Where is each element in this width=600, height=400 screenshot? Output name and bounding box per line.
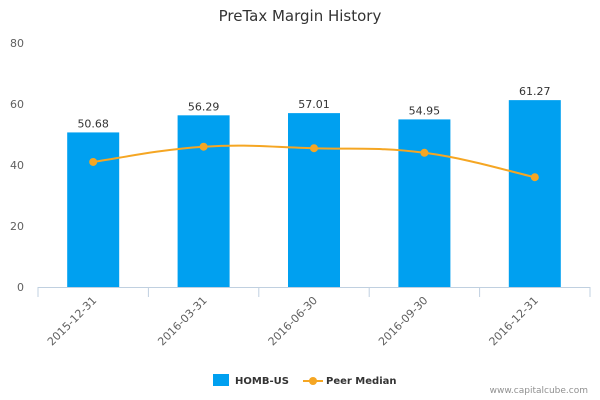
y-axis: 0 20 40 60 80 (10, 37, 24, 294)
legend-marker-peer (309, 377, 317, 385)
bar-data-label: 61.27 (519, 85, 551, 98)
line-series (89, 142, 539, 182)
bar[interactable] (67, 132, 120, 287)
x-tick-label: 2016-09-30 (376, 294, 430, 348)
bar[interactable] (177, 115, 230, 288)
bar-data-label: 56.29 (188, 100, 220, 113)
legend-label-peer[interactable]: Peer Median (326, 376, 397, 387)
x-tick-label: 2016-06-30 (266, 294, 320, 348)
peer-median-point[interactable] (530, 173, 539, 182)
x-axis: 2015-12-31 2016-03-31 2016-06-30 2016-09-30… (37, 287, 591, 348)
y-tick-label: 60 (10, 98, 24, 111)
y-tick-label: 0 (17, 281, 24, 294)
x-tick-label: 2016-03-31 (155, 294, 209, 348)
legend-label-homb[interactable]: HOMB-US (235, 376, 289, 387)
chart-title: PreTax Margin History (219, 7, 382, 25)
bar[interactable] (398, 119, 451, 287)
x-tick-label: 2015-12-31 (45, 294, 99, 348)
bar[interactable] (288, 113, 340, 287)
legend: HOMB-US Peer Median (213, 374, 397, 387)
legend-swatch-homb (213, 374, 229, 386)
bar-series: 50.68 56.29 57.01 54.95 61.27 (67, 85, 561, 288)
peer-median-point[interactable] (420, 148, 429, 157)
bar-data-label: 57.01 (298, 98, 330, 111)
x-tick-label: 2016-12-31 (487, 294, 541, 348)
credit-text: www.capitalcube.com (490, 386, 588, 396)
y-tick-label: 40 (10, 159, 24, 172)
peer-median-point[interactable] (199, 142, 208, 151)
bar-data-label: 54.95 (409, 104, 441, 117)
bar[interactable] (508, 100, 561, 288)
peer-median-point[interactable] (310, 144, 318, 153)
peer-median-point[interactable] (89, 157, 98, 166)
y-tick-label: 20 (10, 220, 24, 233)
y-tick-label: 80 (10, 37, 24, 50)
bar-data-label: 50.68 (77, 117, 109, 130)
